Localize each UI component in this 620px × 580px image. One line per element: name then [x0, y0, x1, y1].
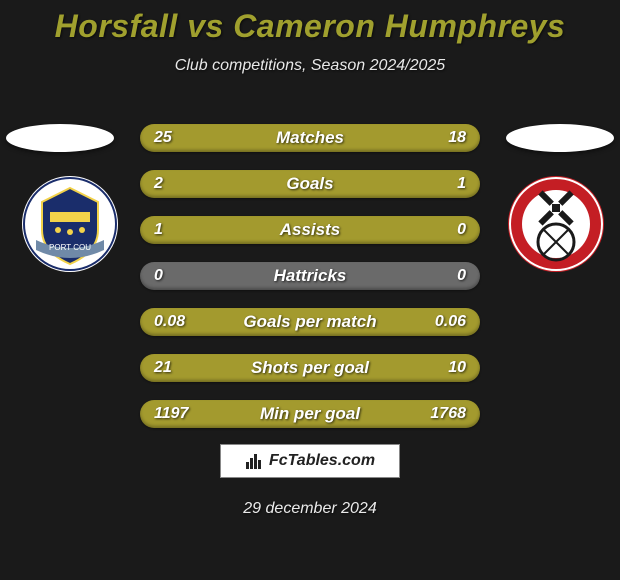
chart-bars-icon — [245, 452, 263, 470]
stat-label: Assists — [194, 220, 426, 240]
fctables-text: FcTables.com — [269, 452, 375, 470]
stat-row: 2Goals1 — [140, 170, 480, 198]
footer-date: 29 december 2024 — [0, 500, 620, 518]
stat-row: 21Shots per goal10 — [140, 354, 480, 382]
svg-text:PORT COU: PORT COU — [49, 243, 91, 252]
stat-right-value: 0 — [426, 267, 466, 285]
player-right-ellipse — [506, 124, 614, 152]
stat-right-value: 18 — [426, 129, 466, 147]
stat-right-value: 0 — [426, 221, 466, 239]
stat-row: 0Hattricks0 — [140, 262, 480, 290]
club-crest-right — [506, 174, 606, 274]
stats-container: 25Matches182Goals11Assists00Hattricks00.… — [140, 124, 480, 428]
stat-row: 1Assists0 — [140, 216, 480, 244]
stat-label: Matches — [194, 128, 426, 148]
stat-left-value: 2 — [154, 175, 194, 193]
player-left-ellipse — [6, 124, 114, 152]
stat-left-value: 25 — [154, 129, 194, 147]
stat-right-value: 0.06 — [426, 313, 466, 331]
stat-right-value: 1 — [426, 175, 466, 193]
stat-row: 25Matches18 — [140, 124, 480, 152]
stat-label: Goals — [194, 174, 426, 194]
stat-left-value: 0 — [154, 267, 194, 285]
stat-left-value: 21 — [154, 359, 194, 377]
stat-row: 1197Min per goal1768 — [140, 400, 480, 428]
stat-label: Min per goal — [194, 404, 426, 424]
fctables-logo[interactable]: FcTables.com — [220, 444, 400, 478]
stat-row: 0.08Goals per match0.06 — [140, 308, 480, 336]
page-title: Horsfall vs Cameron Humphreys — [0, 0, 620, 45]
stat-right-value: 1768 — [426, 405, 466, 423]
page-subtitle: Club competitions, Season 2024/2025 — [0, 57, 620, 75]
stat-label: Hattricks — [194, 266, 426, 286]
club-crest-left: PORT COU — [20, 174, 120, 274]
stat-left-value: 1197 — [154, 405, 194, 423]
stat-left-value: 0.08 — [154, 313, 194, 331]
stat-right-value: 10 — [426, 359, 466, 377]
stat-label: Shots per goal — [194, 358, 426, 378]
stat-left-value: 1 — [154, 221, 194, 239]
stat-label: Goals per match — [194, 312, 426, 332]
